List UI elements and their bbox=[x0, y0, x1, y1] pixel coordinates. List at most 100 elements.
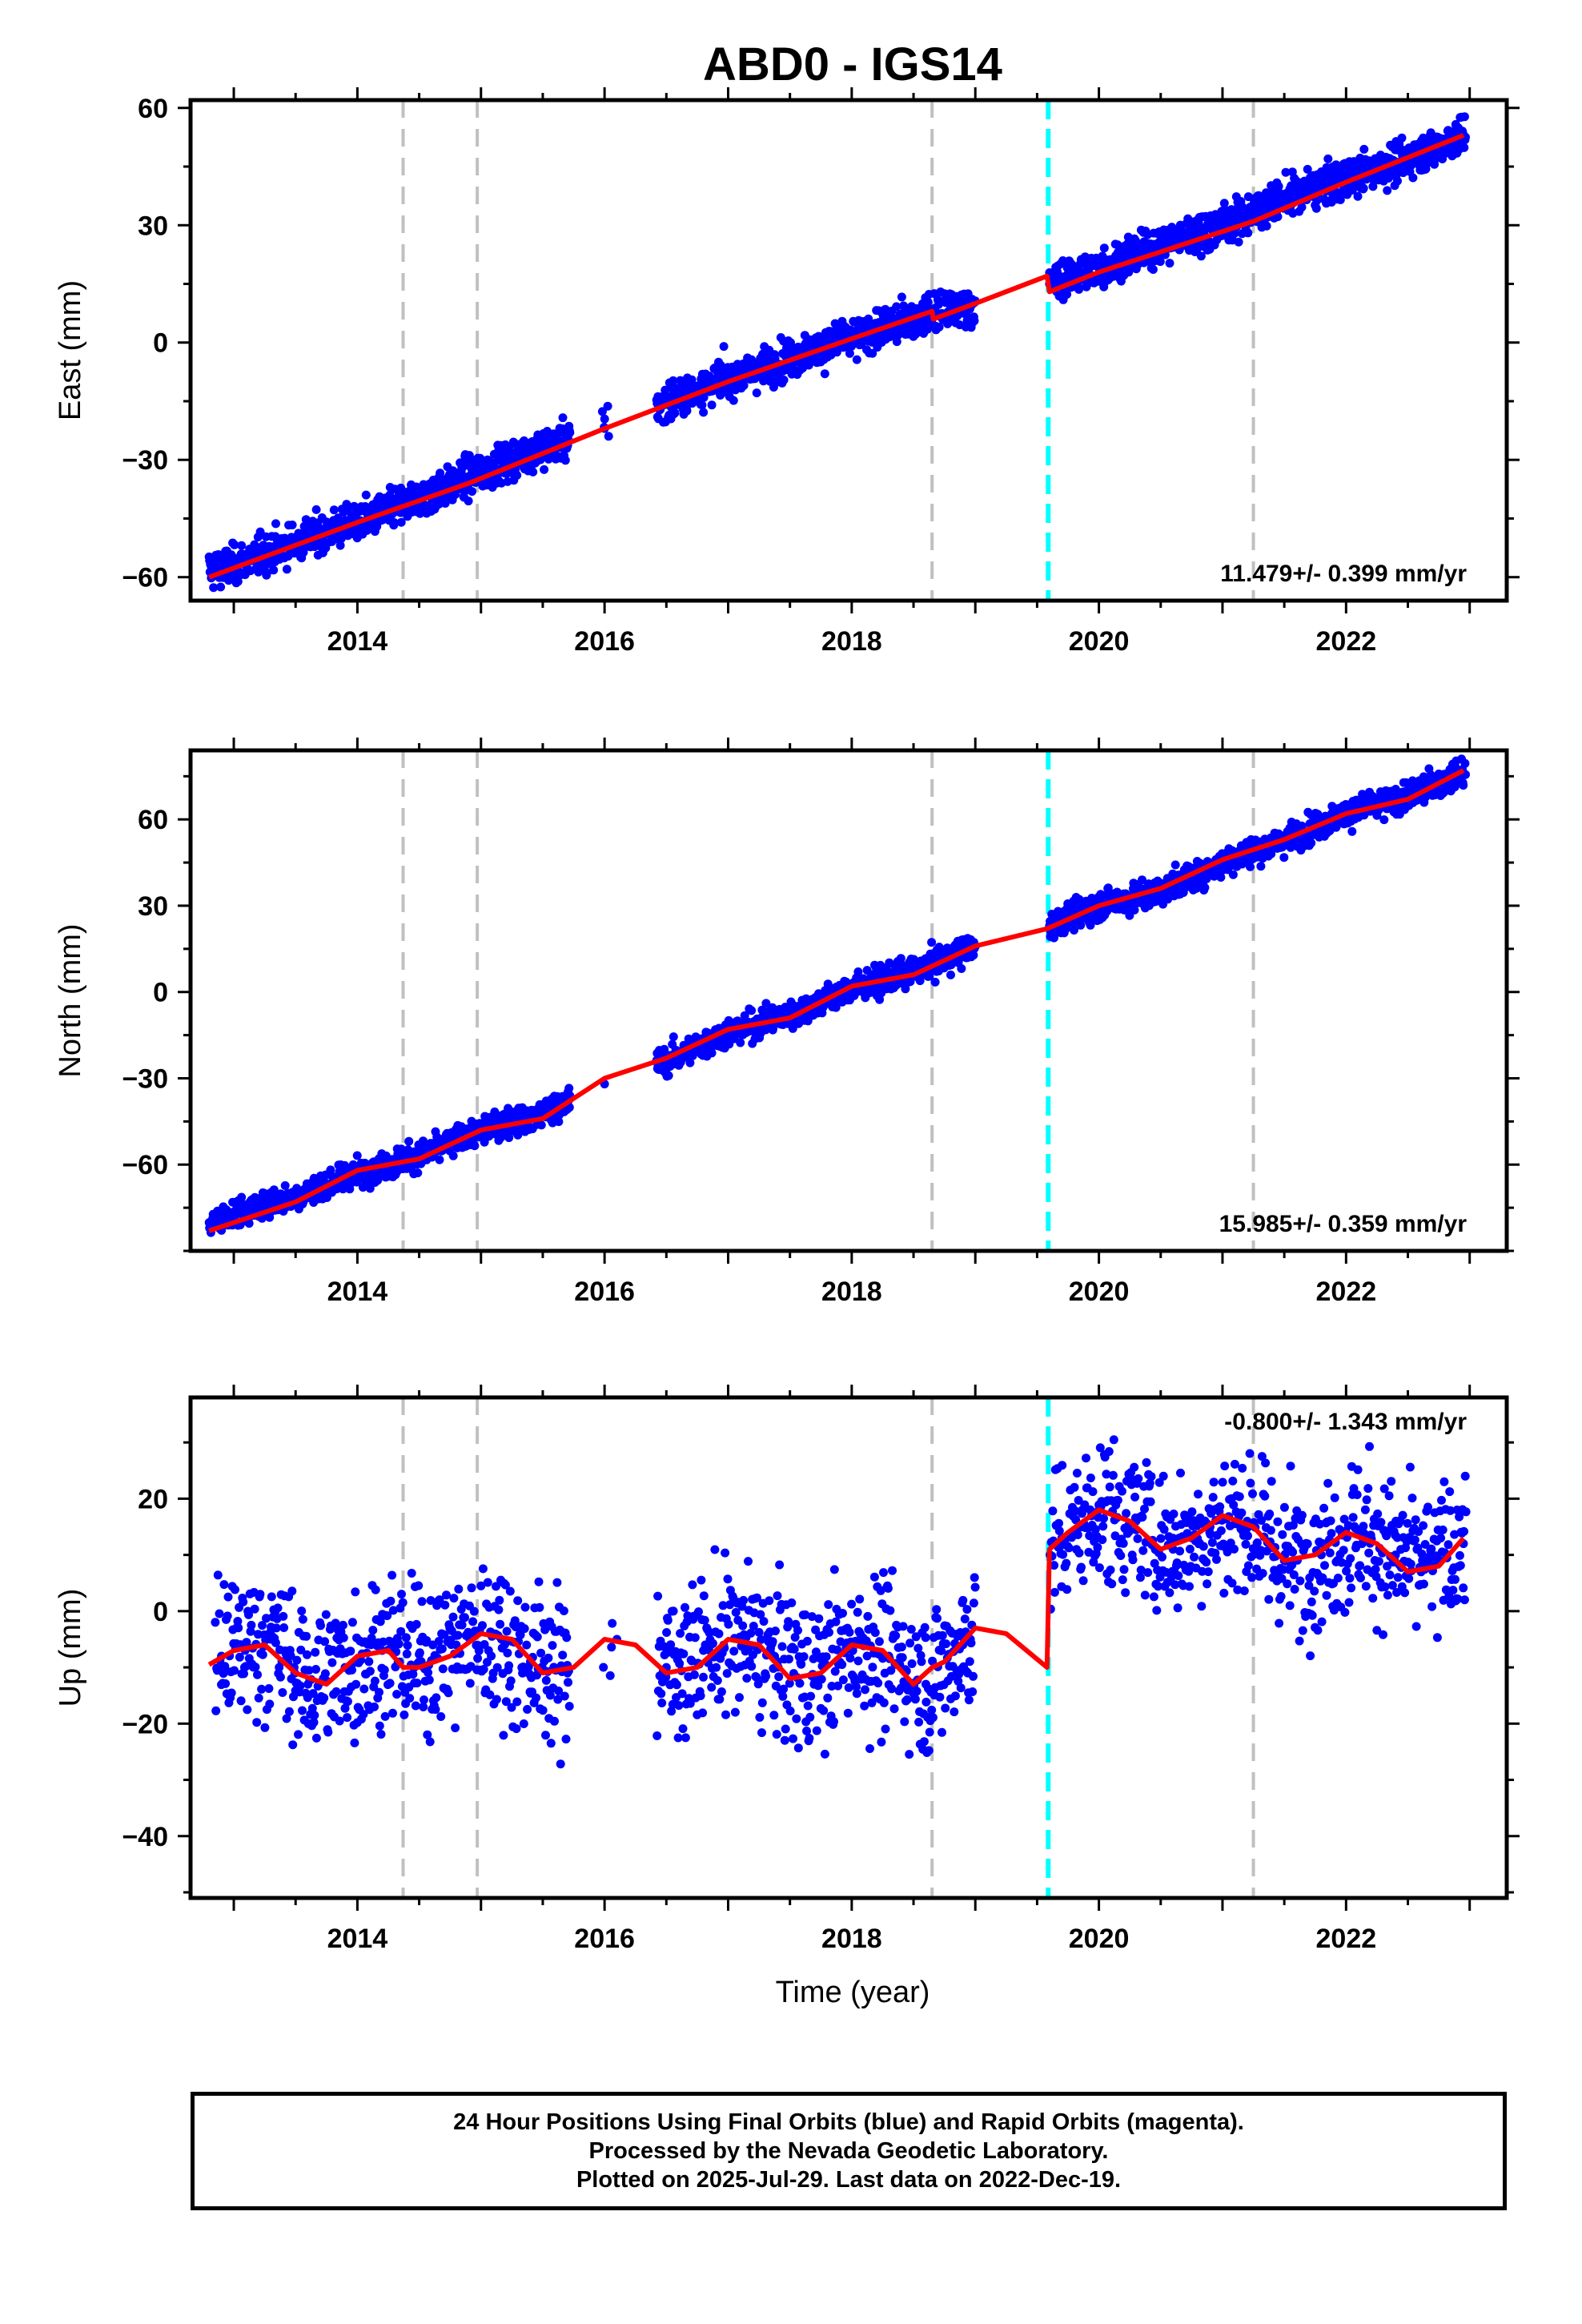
data-point bbox=[1234, 237, 1243, 247]
data-point bbox=[1058, 256, 1068, 265]
data-point bbox=[1359, 183, 1368, 193]
data-point bbox=[282, 565, 291, 574]
data-point bbox=[1279, 853, 1289, 862]
data-point bbox=[1359, 144, 1369, 154]
data-point bbox=[852, 355, 861, 364]
data-point bbox=[540, 464, 549, 474]
data-point bbox=[470, 1141, 480, 1151]
data-point bbox=[897, 292, 906, 302]
data-point bbox=[1103, 883, 1113, 893]
data-point bbox=[1230, 228, 1239, 238]
data-point bbox=[1460, 112, 1469, 122]
data-point bbox=[321, 543, 331, 553]
y-tick-label: 0 bbox=[153, 328, 168, 359]
data-point bbox=[451, 490, 460, 500]
data-point bbox=[404, 1136, 414, 1146]
data-point bbox=[255, 527, 265, 537]
data-point bbox=[1070, 926, 1078, 935]
data-point bbox=[752, 388, 761, 398]
data-point bbox=[1311, 203, 1321, 213]
data-point bbox=[513, 1130, 523, 1140]
data-point bbox=[352, 1151, 362, 1160]
data-point bbox=[779, 376, 789, 384]
data-point bbox=[707, 1048, 717, 1058]
data-point bbox=[269, 565, 279, 575]
data-point bbox=[927, 938, 937, 947]
data-point bbox=[237, 1192, 247, 1202]
data-point bbox=[1170, 860, 1180, 870]
data-point bbox=[1281, 167, 1291, 177]
data-point bbox=[729, 396, 738, 405]
data-point bbox=[230, 540, 239, 549]
y-tick-label: 30 bbox=[138, 211, 168, 241]
data-point bbox=[1256, 862, 1266, 871]
data-point bbox=[1408, 173, 1418, 183]
data-point bbox=[1196, 251, 1206, 261]
data-point bbox=[685, 1058, 695, 1068]
data-point bbox=[687, 375, 697, 384]
data-point bbox=[1335, 195, 1345, 204]
x-tick-label: 2014 bbox=[327, 626, 388, 657]
data-point bbox=[262, 568, 271, 577]
data-point bbox=[1062, 290, 1072, 299]
data-point bbox=[1130, 905, 1139, 915]
data-point bbox=[237, 541, 247, 550]
data-point bbox=[946, 970, 955, 979]
data-point bbox=[736, 1038, 745, 1047]
data-point bbox=[1086, 920, 1095, 930]
data-point bbox=[670, 408, 680, 418]
data-point bbox=[740, 1011, 749, 1020]
data-point bbox=[875, 995, 885, 1004]
data-point bbox=[528, 467, 538, 476]
data-point bbox=[1148, 265, 1158, 274]
data-point bbox=[1312, 195, 1322, 205]
data-point bbox=[930, 977, 940, 987]
data-point bbox=[1156, 240, 1166, 250]
data-point bbox=[761, 999, 771, 1008]
data-point bbox=[669, 376, 678, 385]
data-point bbox=[699, 392, 709, 402]
data-point bbox=[396, 517, 406, 527]
x-tick-label: 2022 bbox=[1316, 626, 1377, 657]
data-point bbox=[504, 1133, 514, 1143]
data-point bbox=[682, 406, 692, 416]
chart-title: ABD0 - IGS14 bbox=[703, 38, 1002, 90]
data-point bbox=[1460, 143, 1469, 152]
data-point bbox=[1099, 243, 1109, 253]
data-point bbox=[560, 456, 570, 465]
data-point bbox=[536, 1120, 546, 1130]
data-point bbox=[820, 369, 829, 379]
data-point bbox=[1155, 257, 1165, 267]
y-tick-label: −60 bbox=[122, 563, 168, 593]
data-point bbox=[1297, 203, 1307, 212]
data-point bbox=[413, 1168, 423, 1178]
data-point bbox=[216, 582, 226, 592]
data-point bbox=[1218, 220, 1227, 230]
data-point bbox=[923, 297, 933, 307]
data-point bbox=[868, 348, 877, 358]
data-point bbox=[1397, 133, 1407, 143]
data-point bbox=[853, 967, 863, 976]
plot-frame-east bbox=[188, 98, 1509, 603]
data-point bbox=[845, 348, 854, 358]
model-fit-line-east bbox=[208, 133, 1465, 580]
data-point bbox=[336, 534, 346, 544]
data-point bbox=[520, 436, 529, 445]
data-point bbox=[892, 337, 901, 347]
x-tick-label: 2020 bbox=[1069, 626, 1130, 657]
data-point bbox=[565, 428, 575, 437]
data-point bbox=[389, 518, 399, 527]
data-point bbox=[934, 322, 944, 332]
data-point bbox=[747, 1006, 757, 1015]
data-point bbox=[1243, 228, 1253, 238]
data-point bbox=[1246, 862, 1255, 871]
data-point bbox=[697, 400, 707, 410]
data-point bbox=[699, 408, 709, 417]
data-point bbox=[788, 1023, 797, 1033]
data-point bbox=[1379, 815, 1389, 825]
data-point bbox=[440, 499, 450, 508]
data-point bbox=[464, 497, 473, 506]
data-point bbox=[1074, 284, 1084, 294]
data-point bbox=[901, 984, 910, 994]
